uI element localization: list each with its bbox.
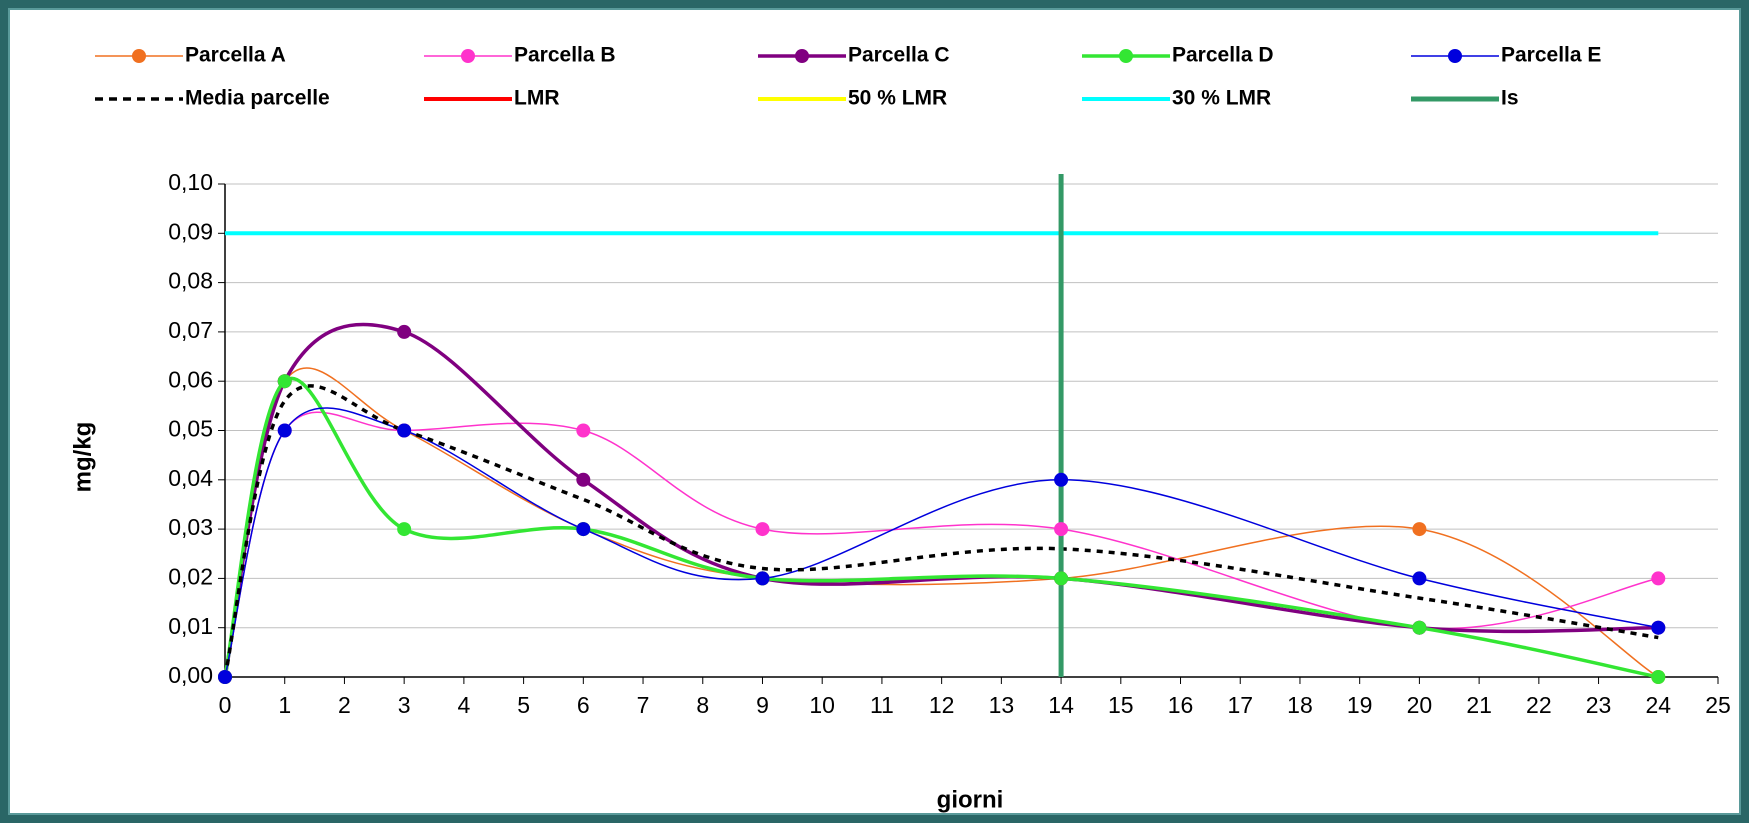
x-tick-label: 9	[756, 692, 769, 718]
y-tick-label: 0,06	[168, 366, 213, 392]
data-point	[218, 670, 232, 684]
x-tick-label: 25	[1705, 692, 1731, 718]
x-tick-label: 19	[1347, 692, 1373, 718]
x-tick-label: 5	[517, 692, 530, 718]
y-tick-label: 0,10	[168, 169, 213, 195]
x-tick-label: 11	[870, 692, 894, 718]
legend-marker	[1448, 49, 1462, 63]
y-tick-label: 0,03	[168, 514, 213, 540]
legend-label: 30 % LMR	[1172, 87, 1271, 110]
data-point	[755, 571, 770, 586]
data-point	[1651, 620, 1666, 635]
data-point	[397, 423, 412, 438]
legend-label: Is	[1501, 87, 1519, 110]
x-tick-label: 21	[1466, 692, 1492, 718]
x-tick-label: 10	[809, 692, 835, 718]
y-tick-label: 0,01	[168, 613, 213, 639]
x-tick-label: 7	[637, 692, 650, 718]
data-point	[576, 522, 591, 537]
legend-label: Parcella C	[848, 44, 950, 67]
x-tick-label: 13	[989, 692, 1015, 718]
legend-label: Parcella E	[1501, 44, 1601, 67]
data-point	[277, 374, 292, 389]
legend-label: Media parcelle	[185, 87, 330, 110]
x-tick-label: 3	[398, 692, 411, 718]
series-line	[223, 384, 1659, 678]
x-tick-label: 6	[577, 692, 590, 718]
y-tick-label: 0,04	[168, 465, 213, 491]
data-point	[1054, 571, 1069, 586]
data-point	[576, 423, 591, 438]
x-tick-label: 1	[278, 692, 291, 718]
legend-marker	[1119, 49, 1133, 63]
data-point	[755, 522, 770, 537]
data-point	[1412, 571, 1427, 586]
legend-marker	[795, 49, 809, 63]
y-tick-label: 0,09	[168, 218, 213, 244]
legend-label: LMR	[514, 87, 560, 110]
x-tick-label: 8	[696, 692, 709, 718]
y-tick-label: 0,02	[168, 563, 213, 589]
data-point	[1651, 571, 1666, 586]
data-point	[1054, 522, 1069, 537]
x-tick-label: 24	[1645, 692, 1671, 718]
chart-background	[8, 8, 1741, 815]
x-tick-label: 22	[1526, 692, 1552, 718]
data-point	[1412, 522, 1427, 537]
data-point	[576, 472, 591, 487]
x-tick-label: 17	[1227, 692, 1253, 718]
x-tick-label: 2	[338, 692, 351, 718]
x-tick-label: 16	[1168, 692, 1194, 718]
data-point	[1412, 620, 1427, 635]
x-tick-label: 12	[929, 692, 955, 718]
legend-label: Parcella D	[1172, 44, 1274, 67]
data-point	[397, 522, 412, 537]
x-tick-label: 23	[1586, 692, 1612, 718]
data-point	[1054, 472, 1069, 487]
series-line	[224, 407, 1659, 678]
x-tick-label: 20	[1407, 692, 1433, 718]
y-tick-label: 0,00	[168, 662, 213, 688]
data-point	[397, 324, 412, 339]
x-tick-label: 14	[1048, 692, 1074, 718]
legend-label: Parcella B	[514, 44, 616, 67]
x-tick-label: 0	[219, 692, 232, 718]
x-tick-label: 18	[1287, 692, 1313, 718]
x-tick-label: 4	[457, 692, 470, 718]
legend-marker	[461, 49, 475, 63]
y-tick-label: 0,07	[168, 317, 213, 343]
data-point	[277, 423, 292, 438]
y-axis-label: mg/kg	[69, 422, 96, 493]
y-tick-label: 0,05	[168, 416, 213, 442]
legend-label: Parcella A	[185, 44, 286, 67]
legend-marker	[132, 49, 146, 63]
x-tick-label: 15	[1108, 692, 1134, 718]
y-tick-label: 0,08	[168, 268, 213, 294]
data-point	[1651, 670, 1666, 684]
x-axis-label: giorni	[937, 786, 1004, 813]
legend-label: 50 % LMR	[848, 87, 947, 110]
series-line	[223, 322, 1659, 678]
